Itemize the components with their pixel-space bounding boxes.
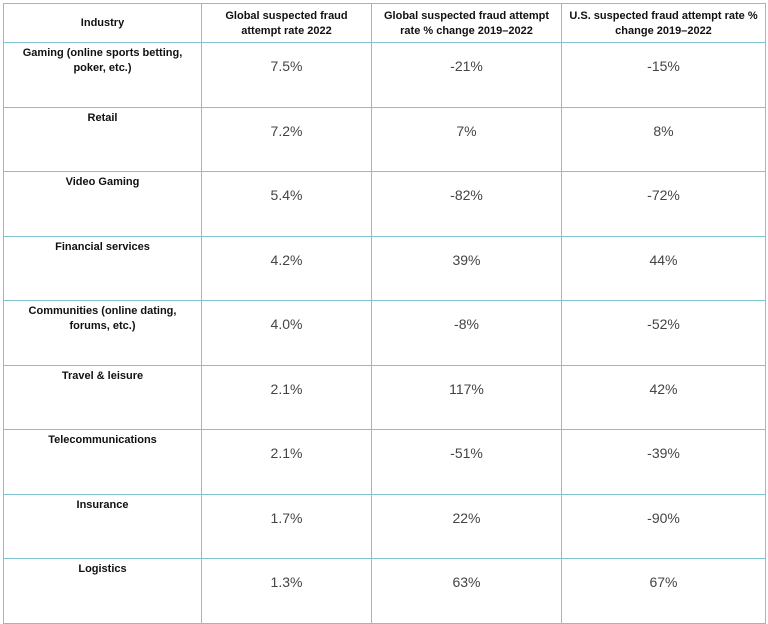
- header-global-rate-2022: Global suspected fraud attempt rate 2022: [201, 3, 372, 43]
- global-change-cell: 7%: [371, 106, 562, 172]
- us-change-cell: 44%: [561, 235, 766, 301]
- table-body: Gaming (online sports betting, poker, et…: [3, 42, 766, 624]
- global-rate-cell: 5.4%: [201, 171, 372, 237]
- us-change-cell: -15%: [561, 42, 766, 108]
- table-row: Financial services 4.2% 39% 44%: [3, 235, 766, 301]
- table-row: Insurance 1.7% 22% -90%: [3, 493, 766, 559]
- table-header: Industry Global suspected fraud attempt …: [3, 3, 766, 43]
- global-change-cell: 39%: [371, 235, 562, 301]
- industry-cell: Logistics: [3, 558, 202, 624]
- industry-cell: Retail: [3, 106, 202, 172]
- us-change-cell: -39%: [561, 429, 766, 495]
- global-rate-cell: 4.0%: [201, 300, 372, 366]
- header-global-change: Global suspected fraud attempt rate % ch…: [371, 3, 562, 43]
- industry-cell: Communities (online dating, forums, etc.…: [3, 300, 202, 366]
- global-rate-cell: 7.2%: [201, 106, 372, 172]
- global-rate-cell: 1.3%: [201, 558, 372, 624]
- table-row: Communities (online dating, forums, etc.…: [3, 300, 766, 366]
- global-change-cell: 22%: [371, 493, 562, 559]
- global-change-cell: -21%: [371, 42, 562, 108]
- global-rate-cell: 7.5%: [201, 42, 372, 108]
- table-row: Retail 7.2% 7% 8%: [3, 106, 766, 172]
- us-change-cell: 67%: [561, 558, 766, 624]
- us-change-cell: -52%: [561, 300, 766, 366]
- us-change-cell: -72%: [561, 171, 766, 237]
- global-rate-cell: 2.1%: [201, 429, 372, 495]
- global-rate-cell: 4.2%: [201, 235, 372, 301]
- table-row: Telecommunications 2.1% -51% -39%: [3, 429, 766, 495]
- us-change-cell: 8%: [561, 106, 766, 172]
- table-row: Travel & leisure 2.1% 117% 42%: [3, 364, 766, 430]
- industry-cell: Video Gaming: [3, 171, 202, 237]
- global-change-cell: 117%: [371, 364, 562, 430]
- industry-cell: Telecommunications: [3, 429, 202, 495]
- header-industry: Industry: [3, 3, 202, 43]
- industry-cell: Gaming (online sports betting, poker, et…: [3, 42, 202, 108]
- global-change-cell: 63%: [371, 558, 562, 624]
- global-rate-cell: 1.7%: [201, 493, 372, 559]
- industry-cell: Travel & leisure: [3, 364, 202, 430]
- table-row: Video Gaming 5.4% -82% -72%: [3, 171, 766, 237]
- fraud-rate-table: Industry Global suspected fraud attempt …: [3, 3, 766, 624]
- us-change-cell: 42%: [561, 364, 766, 430]
- global-change-cell: -82%: [371, 171, 562, 237]
- us-change-cell: -90%: [561, 493, 766, 559]
- global-rate-cell: 2.1%: [201, 364, 372, 430]
- table-row: Gaming (online sports betting, poker, et…: [3, 42, 766, 108]
- header-row: Industry Global suspected fraud attempt …: [3, 3, 766, 43]
- global-change-cell: -8%: [371, 300, 562, 366]
- industry-cell: Financial services: [3, 235, 202, 301]
- global-change-cell: -51%: [371, 429, 562, 495]
- industry-cell: Insurance: [3, 493, 202, 559]
- header-us-change: U.S. suspected fraud attempt rate % chan…: [561, 3, 766, 43]
- table-row: Logistics 1.3% 63% 67%: [3, 558, 766, 624]
